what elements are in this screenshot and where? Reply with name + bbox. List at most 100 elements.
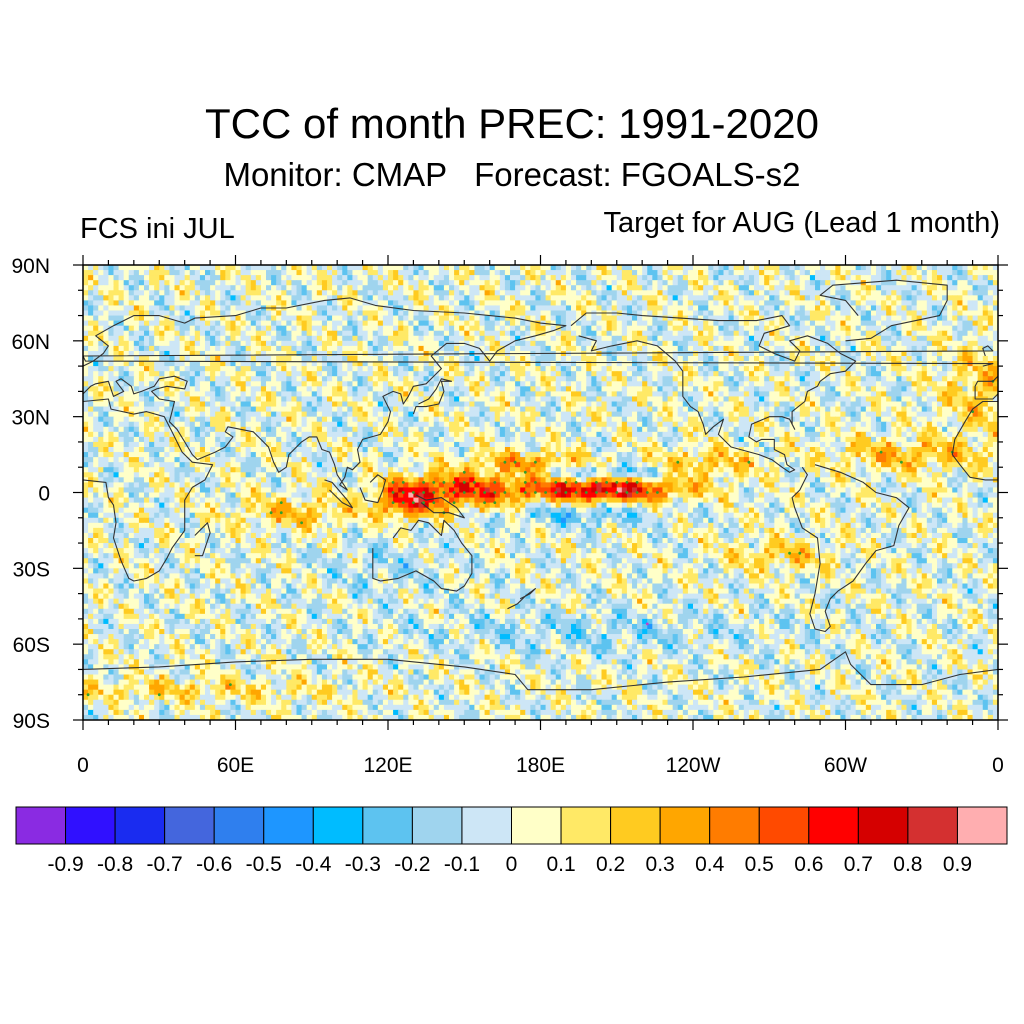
- field-cell: [494, 335, 501, 342]
- field-cell: [540, 340, 547, 347]
- field-cell: [830, 396, 836, 403]
- field-cell: [83, 320, 89, 327]
- field-cell: [296, 376, 303, 382]
- field-cell: [926, 315, 933, 322]
- field-cell: [530, 320, 537, 327]
- field-cell: [555, 280, 562, 286]
- field-cell: [418, 320, 425, 327]
- field-cell: [138, 280, 145, 286]
- field-cell: [235, 356, 242, 362]
- field-cell: [967, 376, 974, 382]
- field-cell: [220, 295, 226, 301]
- field-cell: [494, 330, 501, 337]
- field-cell: [433, 295, 440, 301]
- field-cell: [881, 356, 887, 362]
- field-cell: [515, 391, 521, 398]
- field-cell: [443, 371, 450, 377]
- field-cell: [662, 305, 669, 312]
- field-cell: [164, 300, 171, 307]
- field-cell: [83, 356, 89, 362]
- field-cell: [891, 320, 897, 327]
- field-cell: [601, 270, 608, 276]
- field-cell: [743, 376, 750, 382]
- field-cell: [128, 361, 135, 367]
- field-cell: [596, 280, 603, 286]
- field-cell: [377, 350, 384, 357]
- field-cell: [606, 335, 613, 342]
- field-cell: [118, 340, 125, 347]
- field-cell: [301, 280, 308, 286]
- field-cell: [382, 335, 389, 342]
- field-cell: [423, 345, 430, 352]
- field-cell: [942, 285, 948, 291]
- field-cell: [504, 280, 511, 286]
- field-cell: [992, 300, 998, 307]
- field-cell: [571, 270, 577, 276]
- field-cell: [128, 335, 135, 342]
- field-cell: [205, 325, 211, 332]
- field-cell: [83, 396, 89, 403]
- field-cell: [982, 356, 989, 362]
- field-cell: [931, 340, 938, 347]
- field-cell: [835, 310, 842, 317]
- field-cell: [205, 330, 211, 337]
- field-cell: [962, 345, 969, 352]
- field-cell: [937, 315, 943, 322]
- field-cell: [332, 310, 338, 317]
- field-cell: [316, 285, 323, 291]
- field-cell: [215, 335, 221, 342]
- field-cell: [687, 376, 694, 382]
- field-cell: [169, 270, 176, 276]
- field-cell: [774, 285, 781, 291]
- field-cell: [571, 325, 577, 332]
- field-cell: [510, 371, 516, 377]
- field-cell: [393, 300, 399, 307]
- field-cell: [337, 376, 343, 382]
- field-cell: [520, 310, 526, 317]
- field-cell: [698, 366, 704, 372]
- field-cell: [560, 356, 567, 362]
- field-cell: [169, 290, 176, 296]
- field-cell: [250, 381, 257, 387]
- field-cell: [530, 345, 537, 352]
- field-cell: [794, 371, 801, 377]
- field-cell: [967, 391, 974, 398]
- field-cell: [88, 366, 94, 372]
- field-cell: [906, 325, 913, 332]
- field-cell: [977, 350, 984, 357]
- field-cell: [474, 340, 481, 347]
- field-cell: [525, 295, 531, 301]
- field-cell: [128, 381, 135, 387]
- field-cell: [149, 315, 155, 322]
- field-cell: [942, 350, 948, 357]
- field-cell: [174, 330, 181, 337]
- field-cell: [876, 376, 882, 382]
- field-cell: [957, 270, 964, 276]
- field-cell: [164, 295, 171, 301]
- field-cell: [454, 285, 460, 291]
- field-cell: [571, 310, 577, 317]
- field-cell: [128, 386, 135, 392]
- field-cell: [937, 285, 943, 291]
- field-cell: [565, 315, 572, 322]
- field-cell: [108, 315, 115, 322]
- field-cell: [759, 325, 765, 332]
- field-cell: [535, 391, 542, 398]
- field-cell: [855, 270, 862, 276]
- field-cell: [713, 305, 720, 312]
- field-cell: [184, 295, 191, 301]
- field-cell: [357, 396, 364, 403]
- field-cell: [799, 295, 806, 301]
- field-cell: [362, 376, 369, 382]
- field-cell: [103, 295, 110, 301]
- field-cell: [342, 386, 348, 392]
- field-cell: [784, 340, 791, 347]
- field-cell: [840, 366, 847, 372]
- field-cell: [789, 265, 796, 271]
- field-cell: [159, 310, 165, 317]
- field-cell: [550, 330, 557, 337]
- field-cell: [220, 340, 226, 347]
- field-cell: [576, 386, 582, 392]
- field-cell: [718, 381, 725, 387]
- field-cell: [271, 330, 277, 337]
